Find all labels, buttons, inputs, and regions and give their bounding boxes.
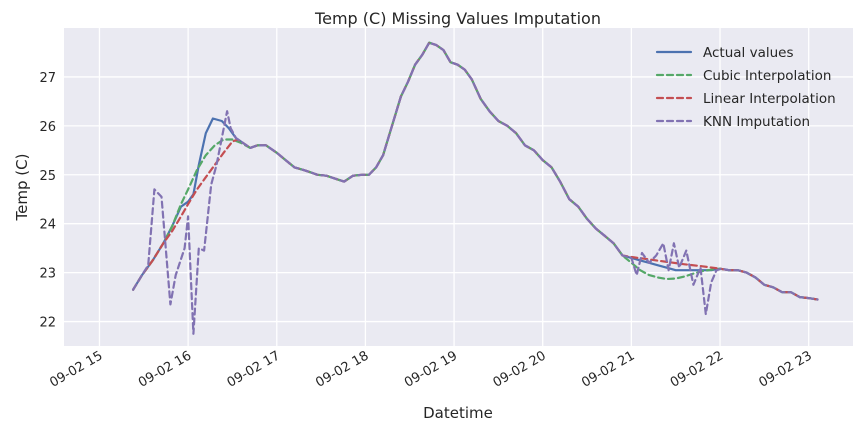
legend-label: Linear Interpolation	[703, 91, 836, 107]
chart-title: Temp (C) Missing Values Imputation	[314, 9, 601, 28]
y-axis-ticks: 22 23 24 25 26 27	[39, 71, 56, 331]
x-tick-label: 09-02 20	[491, 348, 549, 390]
series-line	[132, 41, 819, 335]
y-tick-label: 25	[39, 169, 56, 184]
x-tick-label: 09-02 18	[313, 348, 371, 390]
series-layer	[132, 41, 819, 335]
legend-label: Actual values	[703, 45, 794, 61]
x-tick-label: 09-02 19	[402, 348, 460, 390]
x-axis-ticks: 09-02 15 09-02 16 09-02 17 09-02 18 09-02 19…	[47, 348, 814, 390]
x-tick-label: 09-02 15	[47, 348, 105, 390]
y-tick-label: 26	[39, 120, 56, 135]
x-tick-label: 09-02 16	[136, 348, 194, 390]
legend-label: Cubic Interpolation	[703, 68, 831, 84]
y-tick-label: 23	[39, 267, 56, 282]
grid-lines	[64, 28, 853, 346]
legend: Actual values Cubic Interpolation Linear I…	[655, 45, 836, 130]
y-axis-label: Temp (C)	[13, 154, 31, 222]
y-tick-label: 27	[39, 71, 56, 86]
x-tick-label: 09-02 23	[757, 348, 815, 390]
x-tick-label: 09-02 22	[668, 348, 726, 390]
x-tick-label: 09-02 17	[225, 348, 283, 390]
x-axis-label: Datetime	[423, 404, 493, 422]
legend-label: KNN Imputation	[703, 114, 810, 130]
y-tick-label: 24	[39, 218, 56, 233]
y-tick-label: 22	[39, 316, 56, 331]
x-tick-label: 09-02 21	[579, 348, 637, 390]
